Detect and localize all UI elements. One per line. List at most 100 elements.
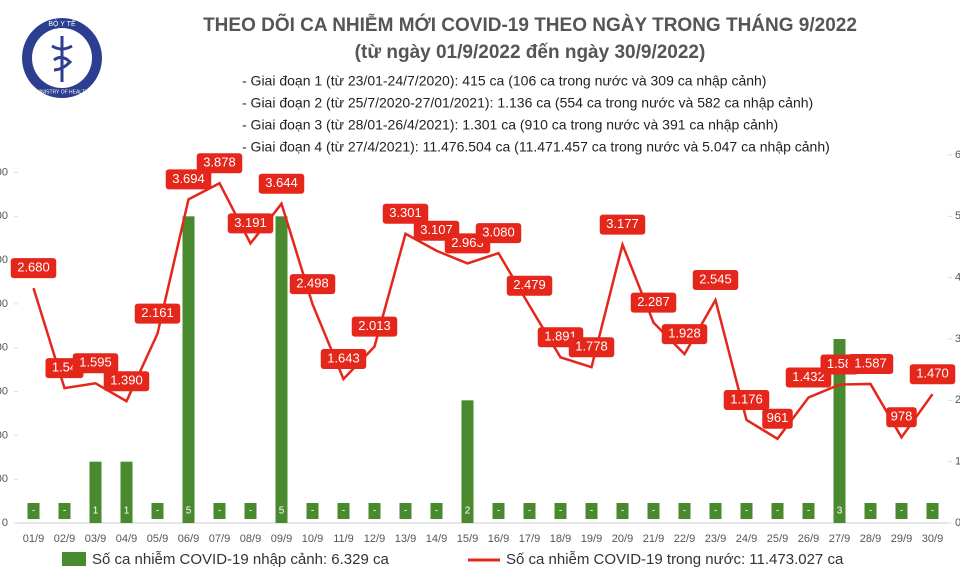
bar-label: - xyxy=(156,506,159,517)
x-tick-label: 16/9 xyxy=(488,533,509,545)
y2-tick-label: 1 xyxy=(955,456,960,468)
x-tick-label: 06/9 xyxy=(178,533,199,545)
bar-label: - xyxy=(559,506,562,517)
bar-label: 1 xyxy=(124,506,130,517)
y2-tick-label: 5 xyxy=(955,210,960,222)
legend-label: Số ca nhiễm COVID-19 nhập cảnh: 6.329 ca xyxy=(92,551,390,568)
line-label: 1.470 xyxy=(916,366,949,381)
line-label: 2.479 xyxy=(513,277,546,292)
bar-label-box xyxy=(244,503,257,519)
bar-label: - xyxy=(776,506,779,517)
bar-label-box xyxy=(678,503,691,519)
line-label: 1.432 xyxy=(792,369,825,384)
bar-label: - xyxy=(683,506,686,517)
line-label: 1.928 xyxy=(668,326,701,341)
line-label-box xyxy=(762,408,793,429)
line-label-box xyxy=(320,349,367,370)
bar-label-box xyxy=(492,503,505,519)
x-tick-label: 09/9 xyxy=(271,533,292,545)
bar-label: - xyxy=(249,506,252,517)
line-label-box xyxy=(886,407,917,428)
line-label-box xyxy=(10,258,57,279)
line-label: 3.080 xyxy=(482,225,515,240)
x-tick-label: 04/9 xyxy=(116,533,137,545)
x-tick-label: 24/9 xyxy=(736,533,757,545)
line-label: 3.107 xyxy=(420,222,453,237)
line-label-box xyxy=(103,371,150,392)
y-tick-label: 3.500 xyxy=(0,210,8,222)
bar-label-box xyxy=(709,503,722,519)
line-label-box xyxy=(506,275,553,296)
y2-tick-label: 6 xyxy=(955,149,960,161)
bar-label: - xyxy=(311,506,314,517)
line-label: 2.013 xyxy=(358,318,391,333)
bar-label-box xyxy=(213,503,226,519)
y2-tick-label: 4 xyxy=(955,272,960,284)
line-label-box xyxy=(351,316,398,337)
line-label: 961 xyxy=(767,410,789,425)
y-tick-label: 0 xyxy=(2,517,8,529)
legend-swatch xyxy=(62,552,86,566)
bar-label: - xyxy=(373,506,376,517)
line-label: 3.878 xyxy=(203,155,236,170)
x-tick-label: 05/9 xyxy=(147,533,168,545)
line-label-box xyxy=(599,214,646,235)
line-label: 1.778 xyxy=(575,339,608,354)
x-tick-label: 20/9 xyxy=(612,533,633,545)
bar-label: - xyxy=(590,506,593,517)
line-label-box xyxy=(72,353,119,374)
bar-label: - xyxy=(435,506,438,517)
bar-label-box xyxy=(802,503,815,519)
line-label-box xyxy=(289,274,336,295)
x-tick-label: 07/9 xyxy=(209,533,230,545)
y-tick-label: 4.000 xyxy=(0,166,8,178)
x-tick-label: 01/9 xyxy=(23,533,44,545)
bar-label: - xyxy=(745,506,748,517)
note: - Giai đoạn 4 (từ 27/4/2021): 11.476.504… xyxy=(242,139,830,155)
bar-label: 5 xyxy=(279,506,285,517)
x-tick-label: 26/9 xyxy=(798,533,819,545)
line-label-box xyxy=(227,213,274,234)
bar-label-box xyxy=(399,503,412,519)
bar-label-box xyxy=(89,503,102,519)
line-label-box xyxy=(165,169,212,190)
y2-tick-label: 2 xyxy=(955,394,960,406)
x-tick-label: 11/9 xyxy=(333,533,354,545)
bar-label: - xyxy=(807,506,810,517)
y-tick-label: 1.000 xyxy=(0,429,8,441)
bar-label: - xyxy=(621,506,624,517)
line-label: 3.191 xyxy=(234,215,267,230)
bar-label-box xyxy=(120,503,133,519)
line-label: 1.595 xyxy=(79,355,112,370)
x-tick-label: 29/9 xyxy=(891,533,912,545)
bar-label-box xyxy=(151,503,164,519)
bar-label-box xyxy=(926,503,939,519)
bar-label: - xyxy=(714,506,717,517)
line-label: 2.545 xyxy=(699,271,732,286)
line-label: 2.287 xyxy=(637,294,670,309)
x-tick-label: 22/9 xyxy=(674,533,695,545)
line-label-box xyxy=(661,324,708,345)
line-label-box xyxy=(785,367,832,388)
y-tick-label: 500 xyxy=(0,473,8,485)
bar-label-box xyxy=(554,503,567,519)
x-tick-label: 12/9 xyxy=(364,533,385,545)
line-label-box xyxy=(630,292,677,313)
bar-label-box xyxy=(337,503,350,519)
y-tick-label: 3.000 xyxy=(0,254,8,266)
bar-label: - xyxy=(497,506,500,517)
line-label-box xyxy=(909,364,956,385)
line-label-box xyxy=(568,337,615,358)
bar-label-box xyxy=(275,503,288,519)
line-label: 1.587 xyxy=(854,355,887,370)
bar-label-box xyxy=(771,503,784,519)
bar-label: - xyxy=(63,506,66,517)
bar-label: 1 xyxy=(93,506,99,517)
bar-label-box xyxy=(182,503,195,519)
x-tick-label: 28/9 xyxy=(860,533,881,545)
line-label: 1.643 xyxy=(327,350,360,365)
line-label: 1.176 xyxy=(730,391,763,406)
note: - Giai đoạn 1 (từ 23/01-24/7/2020): 415 … xyxy=(242,73,766,89)
note: - Giai đoạn 2 (từ 25/7/2020-27/01/2021):… xyxy=(242,95,813,111)
x-tick-label: 13/9 xyxy=(395,533,416,545)
